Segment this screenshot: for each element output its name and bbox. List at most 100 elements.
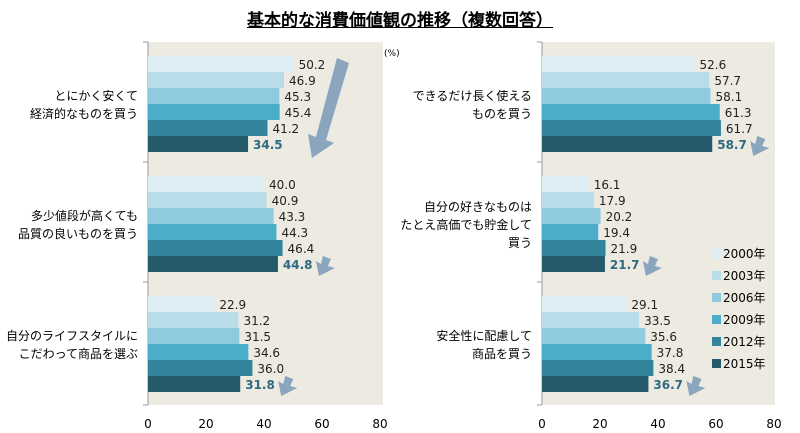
- category-label: 自分のライフスタイルに: [6, 329, 138, 343]
- data-label: 31.8: [245, 378, 275, 392]
- bar: [148, 192, 267, 208]
- bar: [542, 360, 654, 376]
- category-label: ものを買う: [472, 107, 532, 121]
- category-label: 買う: [508, 236, 532, 250]
- bar: [542, 56, 695, 72]
- bar: [148, 344, 249, 360]
- data-label: 45.4: [285, 106, 312, 120]
- trend-arrow-icon: [750, 136, 770, 156]
- bar: [148, 296, 215, 312]
- unit-label: (%): [384, 49, 400, 59]
- data-label: 40.9: [272, 194, 299, 208]
- bar: [148, 72, 285, 88]
- legend-label: 2015年: [723, 357, 766, 371]
- data-label: 44.3: [281, 226, 308, 240]
- x-tick-label: 0: [538, 417, 546, 431]
- legend-label: 2012年: [723, 335, 766, 349]
- bar: [148, 120, 268, 136]
- bar: [542, 256, 605, 272]
- x-tick-label: 40: [256, 417, 271, 431]
- bar: [542, 72, 710, 88]
- trend-arrow-icon: [642, 256, 662, 276]
- data-label: 61.3: [725, 106, 752, 120]
- x-tick-label: 40: [650, 417, 665, 431]
- data-label: 17.9: [599, 194, 626, 208]
- data-label: 50.2: [299, 58, 326, 72]
- bar: [542, 120, 721, 136]
- data-label: 31.2: [243, 314, 270, 328]
- data-label: 16.1: [594, 178, 621, 192]
- data-label: 22.9: [219, 298, 246, 312]
- legend-swatch: [712, 315, 721, 324]
- bar: [148, 240, 283, 256]
- trend-arrow-icon: [315, 256, 335, 276]
- data-label: 21.9: [611, 242, 638, 256]
- trend-arrow-icon: [308, 58, 349, 158]
- data-label: 37.8: [657, 346, 684, 360]
- category-label: こだわって商品を選ぶ: [19, 346, 138, 361]
- bar: [148, 56, 294, 72]
- bar: [148, 256, 278, 272]
- legend-swatch: [712, 271, 721, 280]
- legend-label: 2000年: [723, 247, 766, 261]
- category-label: とにかく安くて: [54, 88, 138, 103]
- bar: [148, 376, 241, 392]
- data-label: 35.6: [650, 330, 677, 344]
- legend-label: 2009年: [723, 313, 766, 327]
- data-label: 31.5: [244, 330, 271, 344]
- data-label: 57.7: [714, 74, 741, 88]
- x-tick-label: 20: [198, 417, 213, 431]
- data-label: 46.9: [289, 74, 316, 88]
- legend-label: 2003年: [723, 269, 766, 283]
- bar: [148, 136, 249, 152]
- x-tick-label: 60: [708, 417, 723, 431]
- data-label: 36.0: [257, 362, 284, 376]
- bar: [542, 376, 649, 392]
- bar: [148, 176, 264, 192]
- bar: [542, 312, 640, 328]
- bar: [148, 208, 274, 224]
- data-label: 36.7: [653, 378, 683, 392]
- category-label: 品質の良いものを買う: [18, 226, 138, 241]
- data-label: 21.7: [610, 258, 640, 272]
- x-tick-label: 80: [372, 417, 387, 431]
- data-label: 52.6: [700, 58, 727, 72]
- data-label: 41.2: [272, 122, 299, 136]
- data-label: 20.2: [606, 210, 633, 224]
- data-label: 29.1: [631, 298, 658, 312]
- data-label: 43.3: [279, 210, 306, 224]
- bar: [542, 136, 713, 152]
- category-label: 安全性に配慮して: [436, 328, 532, 343]
- x-tick-label: 20: [592, 417, 607, 431]
- data-label: 44.8: [283, 258, 313, 272]
- x-tick-label: 60: [314, 417, 329, 431]
- data-label: 34.6: [253, 346, 280, 360]
- trend-arrow-icon: [278, 376, 298, 396]
- data-label: 19.4: [603, 226, 630, 240]
- legend-swatch: [712, 337, 721, 346]
- bar: [148, 104, 280, 120]
- data-label: 61.7: [726, 122, 753, 136]
- category-label: たとえ高価でも貯金して: [400, 217, 532, 232]
- data-label: 33.5: [644, 314, 671, 328]
- trend-arrow-icon: [686, 376, 706, 396]
- data-label: 46.4: [288, 242, 315, 256]
- legend-swatch: [712, 359, 721, 368]
- bar: [542, 88, 711, 104]
- bar: [542, 208, 601, 224]
- category-label: 自分の好きなものは: [424, 200, 532, 214]
- bar: [148, 88, 280, 104]
- legend-swatch: [712, 293, 721, 302]
- chart-title: 基本的な消費価値観の推移（複数回答）: [247, 11, 553, 31]
- bar: [542, 328, 646, 344]
- x-tick-label: 0: [144, 417, 152, 431]
- bar: [148, 328, 240, 344]
- legend-swatch: [712, 249, 721, 258]
- data-label: 45.3: [284, 90, 311, 104]
- bar: [148, 360, 253, 376]
- category-label: 経済的なものを買う: [30, 106, 138, 121]
- bar: [542, 224, 599, 240]
- bar: [542, 192, 594, 208]
